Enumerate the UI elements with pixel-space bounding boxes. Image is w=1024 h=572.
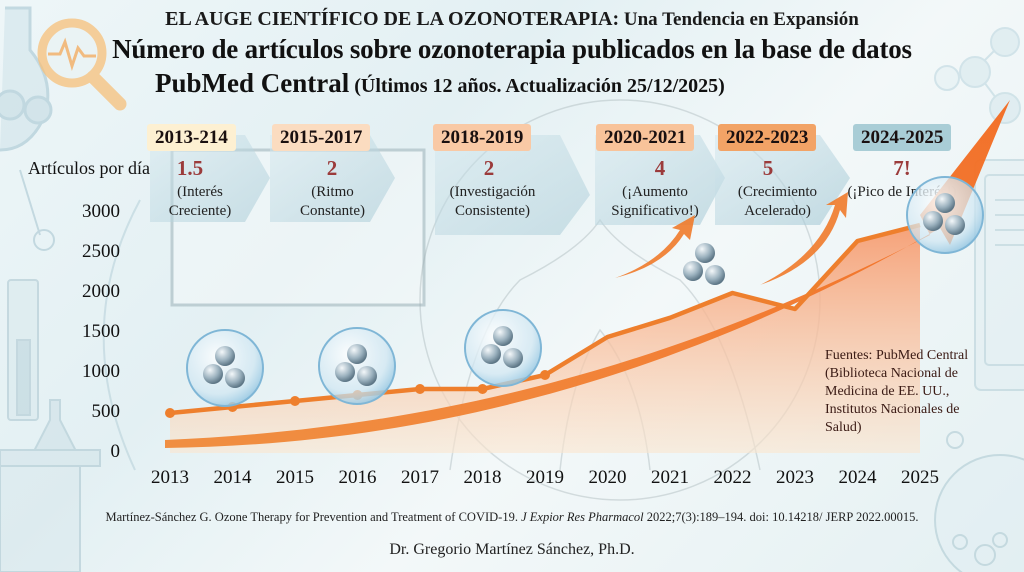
main-title-bold: EL AUGE CIENTÍFICO DE LA OZONOTERAPIA: — [165, 8, 620, 30]
x-tick: 2018 — [463, 467, 502, 488]
desc-line: (¡Aumento — [622, 184, 688, 200]
ozone-molecule-icon — [186, 329, 264, 407]
ozone-molecule-icon — [318, 327, 396, 405]
y-tick: 1000 — [82, 361, 120, 382]
x-tick: 2023 — [776, 467, 814, 488]
period-label-2024: 2024-2025 — [853, 124, 952, 151]
data-point — [540, 370, 550, 380]
y-tick: 2000 — [82, 281, 120, 302]
x-tick: 2022 — [713, 467, 752, 488]
data-point — [477, 384, 488, 394]
small-arrow-2023 — [760, 192, 848, 285]
ozone-molecule-icon — [683, 243, 725, 285]
y-tick: 0 — [110, 441, 121, 462]
period-label-2015: 2015-2017 — [272, 124, 371, 151]
desc-line: (Investigación — [449, 184, 536, 200]
rate-2018: 2 — [483, 156, 495, 180]
chart-subtitle-line2: PubMed Central (Últimos 12 años. Actuali… — [155, 68, 725, 99]
x-tick: 2020 — [588, 467, 627, 488]
desc-line: Significativo!) — [611, 203, 699, 219]
y-tick: 500 — [91, 401, 121, 422]
x-tick: 2024 — [838, 467, 877, 488]
desc-line: (Ritmo — [311, 184, 354, 200]
period-text: 2018-2019 — [441, 127, 524, 148]
ozone-molecule-icon — [464, 309, 542, 387]
desc-line: Acelerado) — [744, 203, 811, 219]
small-arrow-2021 — [615, 215, 695, 278]
desc-2022: (Crecimiento Acelerado) — [725, 183, 830, 221]
period-label-2018: 2018-2019 — [433, 124, 532, 151]
x-tick: 2019 — [526, 467, 564, 488]
x-tick: 2021 — [651, 467, 689, 488]
sources-note: Fuentes: PubMed Central (Biblioteca Naci… — [825, 348, 969, 435]
desc-line: Constante) — [300, 203, 365, 219]
desc-line: Creciente) — [168, 203, 232, 219]
rate-2013: 1.5 — [176, 156, 204, 180]
citation-journal: J Expior Res Pharmacol — [521, 510, 644, 524]
data-point — [415, 384, 425, 394]
main-title-sub: Una Tendencia en Expansión — [619, 9, 859, 30]
period-text: 2013-214 — [155, 127, 228, 148]
period-text: 2015-2017 — [280, 127, 363, 148]
chart-subtitle-line1: Número de artículos sobre ozonoterapia p… — [112, 34, 912, 64]
trend-arrow — [165, 100, 1010, 448]
y-tick: 1500 — [82, 321, 120, 342]
period-text: 2024-2025 — [861, 127, 944, 148]
rate-2015: 2 — [326, 156, 338, 180]
y-tick: 2500 — [82, 241, 120, 262]
rate-2024: 7! — [893, 156, 911, 180]
desc-2018: (Investigación Consistente) — [435, 183, 550, 221]
desc-2015: (Ritmo Constante) — [285, 183, 380, 221]
data-point — [165, 408, 175, 418]
desc-2020: (¡Aumento Significativo!) — [600, 183, 710, 221]
period-text: 2020-2021 — [604, 127, 687, 148]
x-tick: 2017 — [401, 467, 439, 488]
desc-line: Consistente) — [455, 203, 530, 219]
rate-2022: 5 — [762, 156, 774, 180]
citation: Martínez-Sánchez G. Ozone Therapy for Pr… — [0, 510, 1024, 525]
x-tick: 2013 — [151, 467, 189, 488]
x-tick: 2025 — [901, 467, 939, 488]
period-label-2022: 2022-2023 — [718, 124, 817, 151]
x-tick: 2016 — [338, 467, 377, 488]
x-tick: 2015 — [276, 467, 314, 488]
desc-2013: (Interés Creciente) — [150, 183, 250, 221]
citation-text: Martínez-Sánchez G. Ozone Therapy for Pr… — [105, 510, 522, 524]
period-label-2013: 2013-214 — [147, 124, 236, 151]
y-axis-label: Artículos por día — [28, 158, 150, 178]
x-tick: 2014 — [213, 467, 252, 488]
ozone-molecule-icon — [906, 176, 984, 254]
desc-line: (Interés — [177, 184, 223, 200]
main-title: EL AUGE CIENTÍFICO DE LA OZONOTERAPIA: U… — [0, 8, 1024, 31]
rate-2020: 4 — [654, 156, 666, 180]
update-note: (Últimos 12 años. Actualización 25/12/20… — [349, 75, 725, 97]
desc-line: (Crecimiento — [737, 184, 818, 200]
period-text: 2022-2023 — [726, 127, 809, 148]
pubmed-central-label: PubMed Central — [155, 68, 350, 98]
y-tick: 3000 — [82, 201, 120, 222]
data-point — [290, 396, 300, 406]
period-label-2020: 2020-2021 — [596, 124, 695, 151]
author-credit: Dr. Gregorio Martínez Sánchez, Ph.D. — [389, 541, 635, 558]
citation-details: 2022;7(3):189–194. doi: 10.14218/ JERP 2… — [643, 510, 919, 524]
